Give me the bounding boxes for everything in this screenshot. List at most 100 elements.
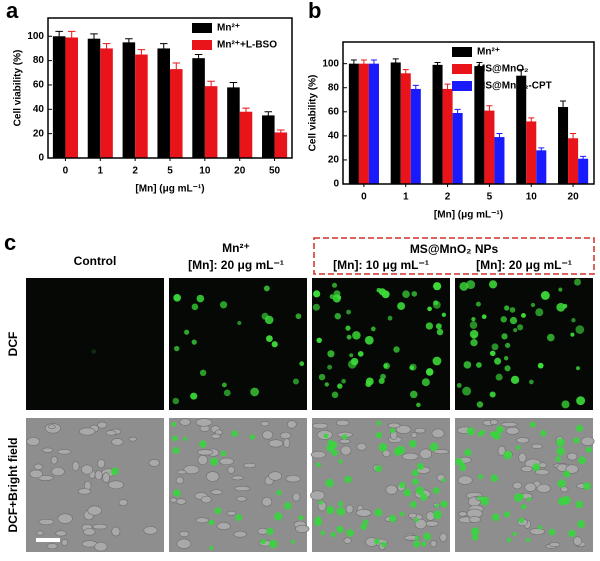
error-bar [496,132,503,142]
fluorescent-cell [416,462,425,471]
y-axis-label: Cell viability (%) [308,75,319,152]
cell [226,510,237,516]
bar [358,63,369,184]
fluorescent-cell [548,528,556,536]
fluorescent-cell [427,306,432,312]
bar [474,66,485,184]
cell [197,449,214,456]
fluorescent-cell [575,424,584,432]
column-title: Mn²⁺ [222,241,250,255]
y-tick-label: 20 [33,128,45,139]
error-bar [560,100,567,114]
cell [457,475,473,485]
cell [231,475,244,481]
fluorescent-cell [324,382,329,387]
cell [345,504,354,514]
cell [26,437,41,446]
fluorescent-cell [381,541,387,548]
cell [94,470,103,481]
bar [442,88,453,184]
cell [410,432,418,438]
cell [216,522,231,530]
fluorescent-cell [571,318,576,323]
y-tick-label: 100 [27,31,44,42]
error-bar [55,30,63,42]
fluorescent-cell [558,497,567,506]
fluorescent-cell [209,457,219,466]
fluorescent-cell [466,427,475,436]
fluorescent-cell [576,396,586,406]
bar [536,150,547,184]
fluorescent-cell [436,328,444,336]
fluorescent-cell [481,314,487,320]
error-bar [229,82,238,93]
fluorescent-cell [537,525,543,530]
cell [310,490,325,501]
fluorescent-cell [537,362,544,369]
fluorescent-cell [521,312,526,318]
column-subtitle: [Mn]: 20 μg mL⁻¹ [188,258,284,272]
fluorescent-cell [331,449,338,456]
cell [468,516,481,523]
fluorescent-cell [378,377,385,385]
fluorescent-cell [414,535,420,541]
fluorescent-cell [495,373,503,381]
cell [92,523,108,530]
fluorescent-cell [513,493,523,502]
cell [573,536,583,546]
cell [200,495,212,504]
fluorescent-cell [557,479,566,488]
fluorescent-cell [409,390,418,399]
bar [348,63,359,184]
fluorescent-cell [408,439,417,448]
fluorescent-cell [462,386,472,396]
x-tick-label: 1 [403,192,409,203]
fluorescent-cell [429,442,439,452]
x-tick-label: 20 [234,166,246,177]
fluorescent-cell [480,496,490,506]
fluorescent-cell [352,331,361,340]
fluorescent-cell [284,502,292,510]
fluorescent-cell [503,511,511,518]
cell [38,518,55,526]
fluorescent-cell [556,438,565,447]
error-bar [476,61,483,71]
x-tick-label: 2 [445,192,451,203]
plot-frame [47,17,293,159]
cell [197,454,208,466]
fluorescent-cell [515,445,521,450]
fluorescent-cell [504,365,511,372]
cell [414,427,426,434]
fluorescent-cell [357,351,364,357]
cell [81,464,94,475]
cell [87,505,102,516]
cell [236,496,247,502]
fluorescent-cell [509,316,518,325]
fluorescent-cell [490,431,497,438]
y-tick-label: 40 [328,131,340,142]
cell [382,449,391,458]
fluorescent-cell [470,527,480,536]
fluorescent-cell [575,500,584,509]
cell [343,537,352,544]
fluorescent-cell [389,427,396,434]
fluorescent-cell [573,437,580,444]
fluorescent-cell [327,364,333,370]
cell [340,445,352,456]
row-label: DCF [6,332,20,357]
cell [29,469,43,479]
fluorescent-cell [530,302,536,308]
bar [192,58,205,158]
fluorescent-cell [413,540,421,548]
fluorescent-cell [503,450,513,460]
fluorescent-cell [191,339,197,345]
legend-label: Mn²⁺ [217,23,240,34]
cell [279,431,292,440]
error-bar [528,117,535,126]
error-bar [207,80,215,92]
fluorescent-cell [199,369,207,377]
fluorescent-cell [555,456,562,462]
fluorescent-cell [363,519,369,525]
bar [204,86,218,158]
cell [175,476,184,485]
